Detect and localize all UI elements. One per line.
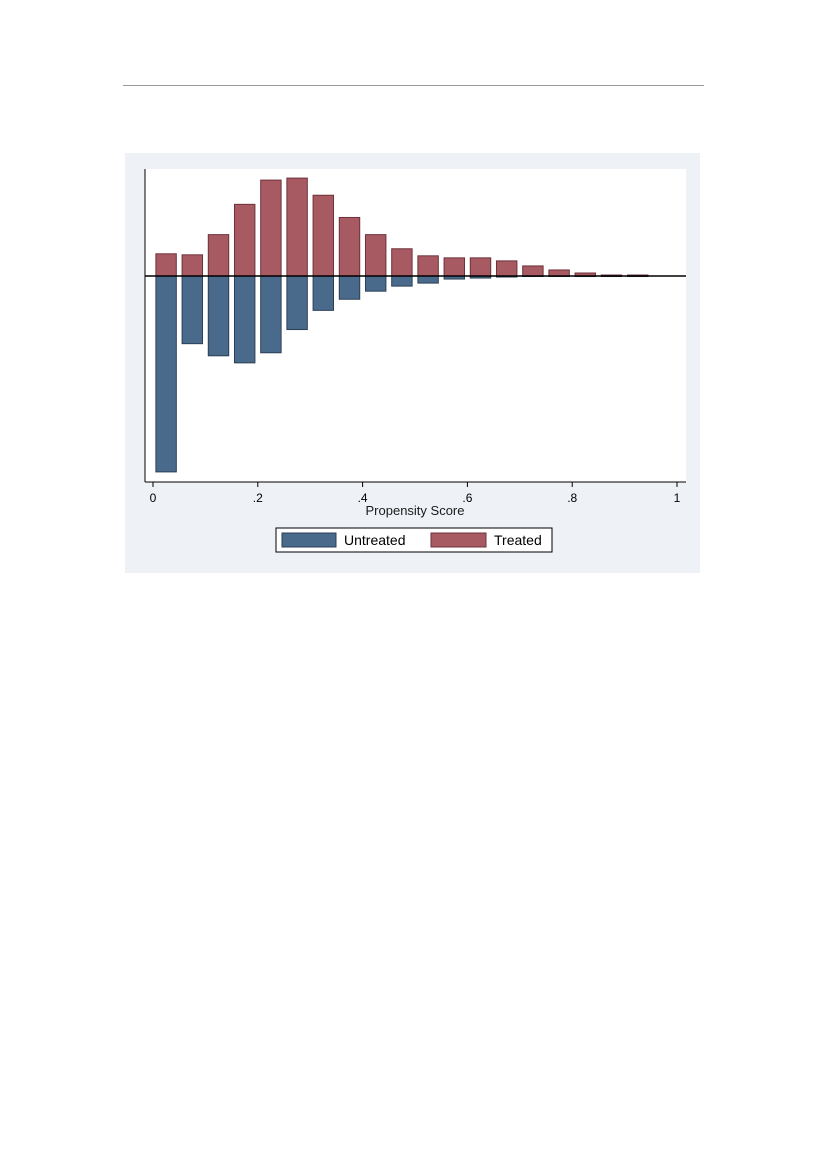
treated-bar <box>338 216 361 277</box>
treated-bar <box>548 269 570 277</box>
x-axis-title: Propensity Score <box>366 503 465 518</box>
untreated-bar <box>260 275 282 354</box>
treated-bar <box>469 257 492 277</box>
treated-bar <box>495 260 518 277</box>
treated-bar <box>260 179 282 277</box>
treated-bar <box>522 265 544 277</box>
treated-bar <box>312 194 335 277</box>
treated-bars <box>155 177 649 277</box>
treated-bar <box>391 248 413 277</box>
untreated-bar <box>207 275 230 357</box>
untreated-bar <box>233 275 256 364</box>
untreated-bar <box>181 275 204 345</box>
legend-swatch-treated <box>430 532 487 548</box>
untreated-bar <box>417 275 439 284</box>
x-tick-label: .4 <box>358 491 368 505</box>
x-axis-ticks: 0 .2 .4 .6 .8 1 <box>150 482 681 505</box>
x-tick-label: 1 <box>674 491 681 505</box>
untreated-bar <box>391 275 413 287</box>
header-rule <box>123 85 704 86</box>
legend-label-untreated: Untreated <box>344 532 405 548</box>
x-tick-label: 0 <box>150 491 157 505</box>
x-tick-label: .2 <box>253 491 263 505</box>
treated-bar <box>233 203 256 277</box>
treated-bar <box>181 254 204 277</box>
legend: Untreated Treated <box>275 527 553 553</box>
x-tick-label: .6 <box>462 491 472 505</box>
legend-swatch-untreated <box>281 532 337 548</box>
chart: 0 .2 .4 .6 .8 1 Propensity Score Untreated Tr… <box>144 169 686 553</box>
untreated-bar <box>312 275 335 311</box>
legend-label-treated: Treated <box>494 532 542 548</box>
untreated-bar <box>286 275 308 331</box>
treated-bar <box>443 257 466 277</box>
untreated-bar <box>155 275 177 473</box>
treated-bar <box>207 234 230 277</box>
chart-panel: 0 .2 .4 .6 .8 1 Propensity Score Untreated Tr… <box>125 153 700 573</box>
treated-bar <box>155 253 177 277</box>
untreated-bar <box>364 275 387 292</box>
x-tick-label: .8 <box>567 491 577 505</box>
treated-bar <box>364 234 387 277</box>
untreated-bars <box>155 275 649 473</box>
treated-bar <box>417 255 439 277</box>
treated-bar <box>286 177 308 277</box>
untreated-bar <box>338 275 361 300</box>
